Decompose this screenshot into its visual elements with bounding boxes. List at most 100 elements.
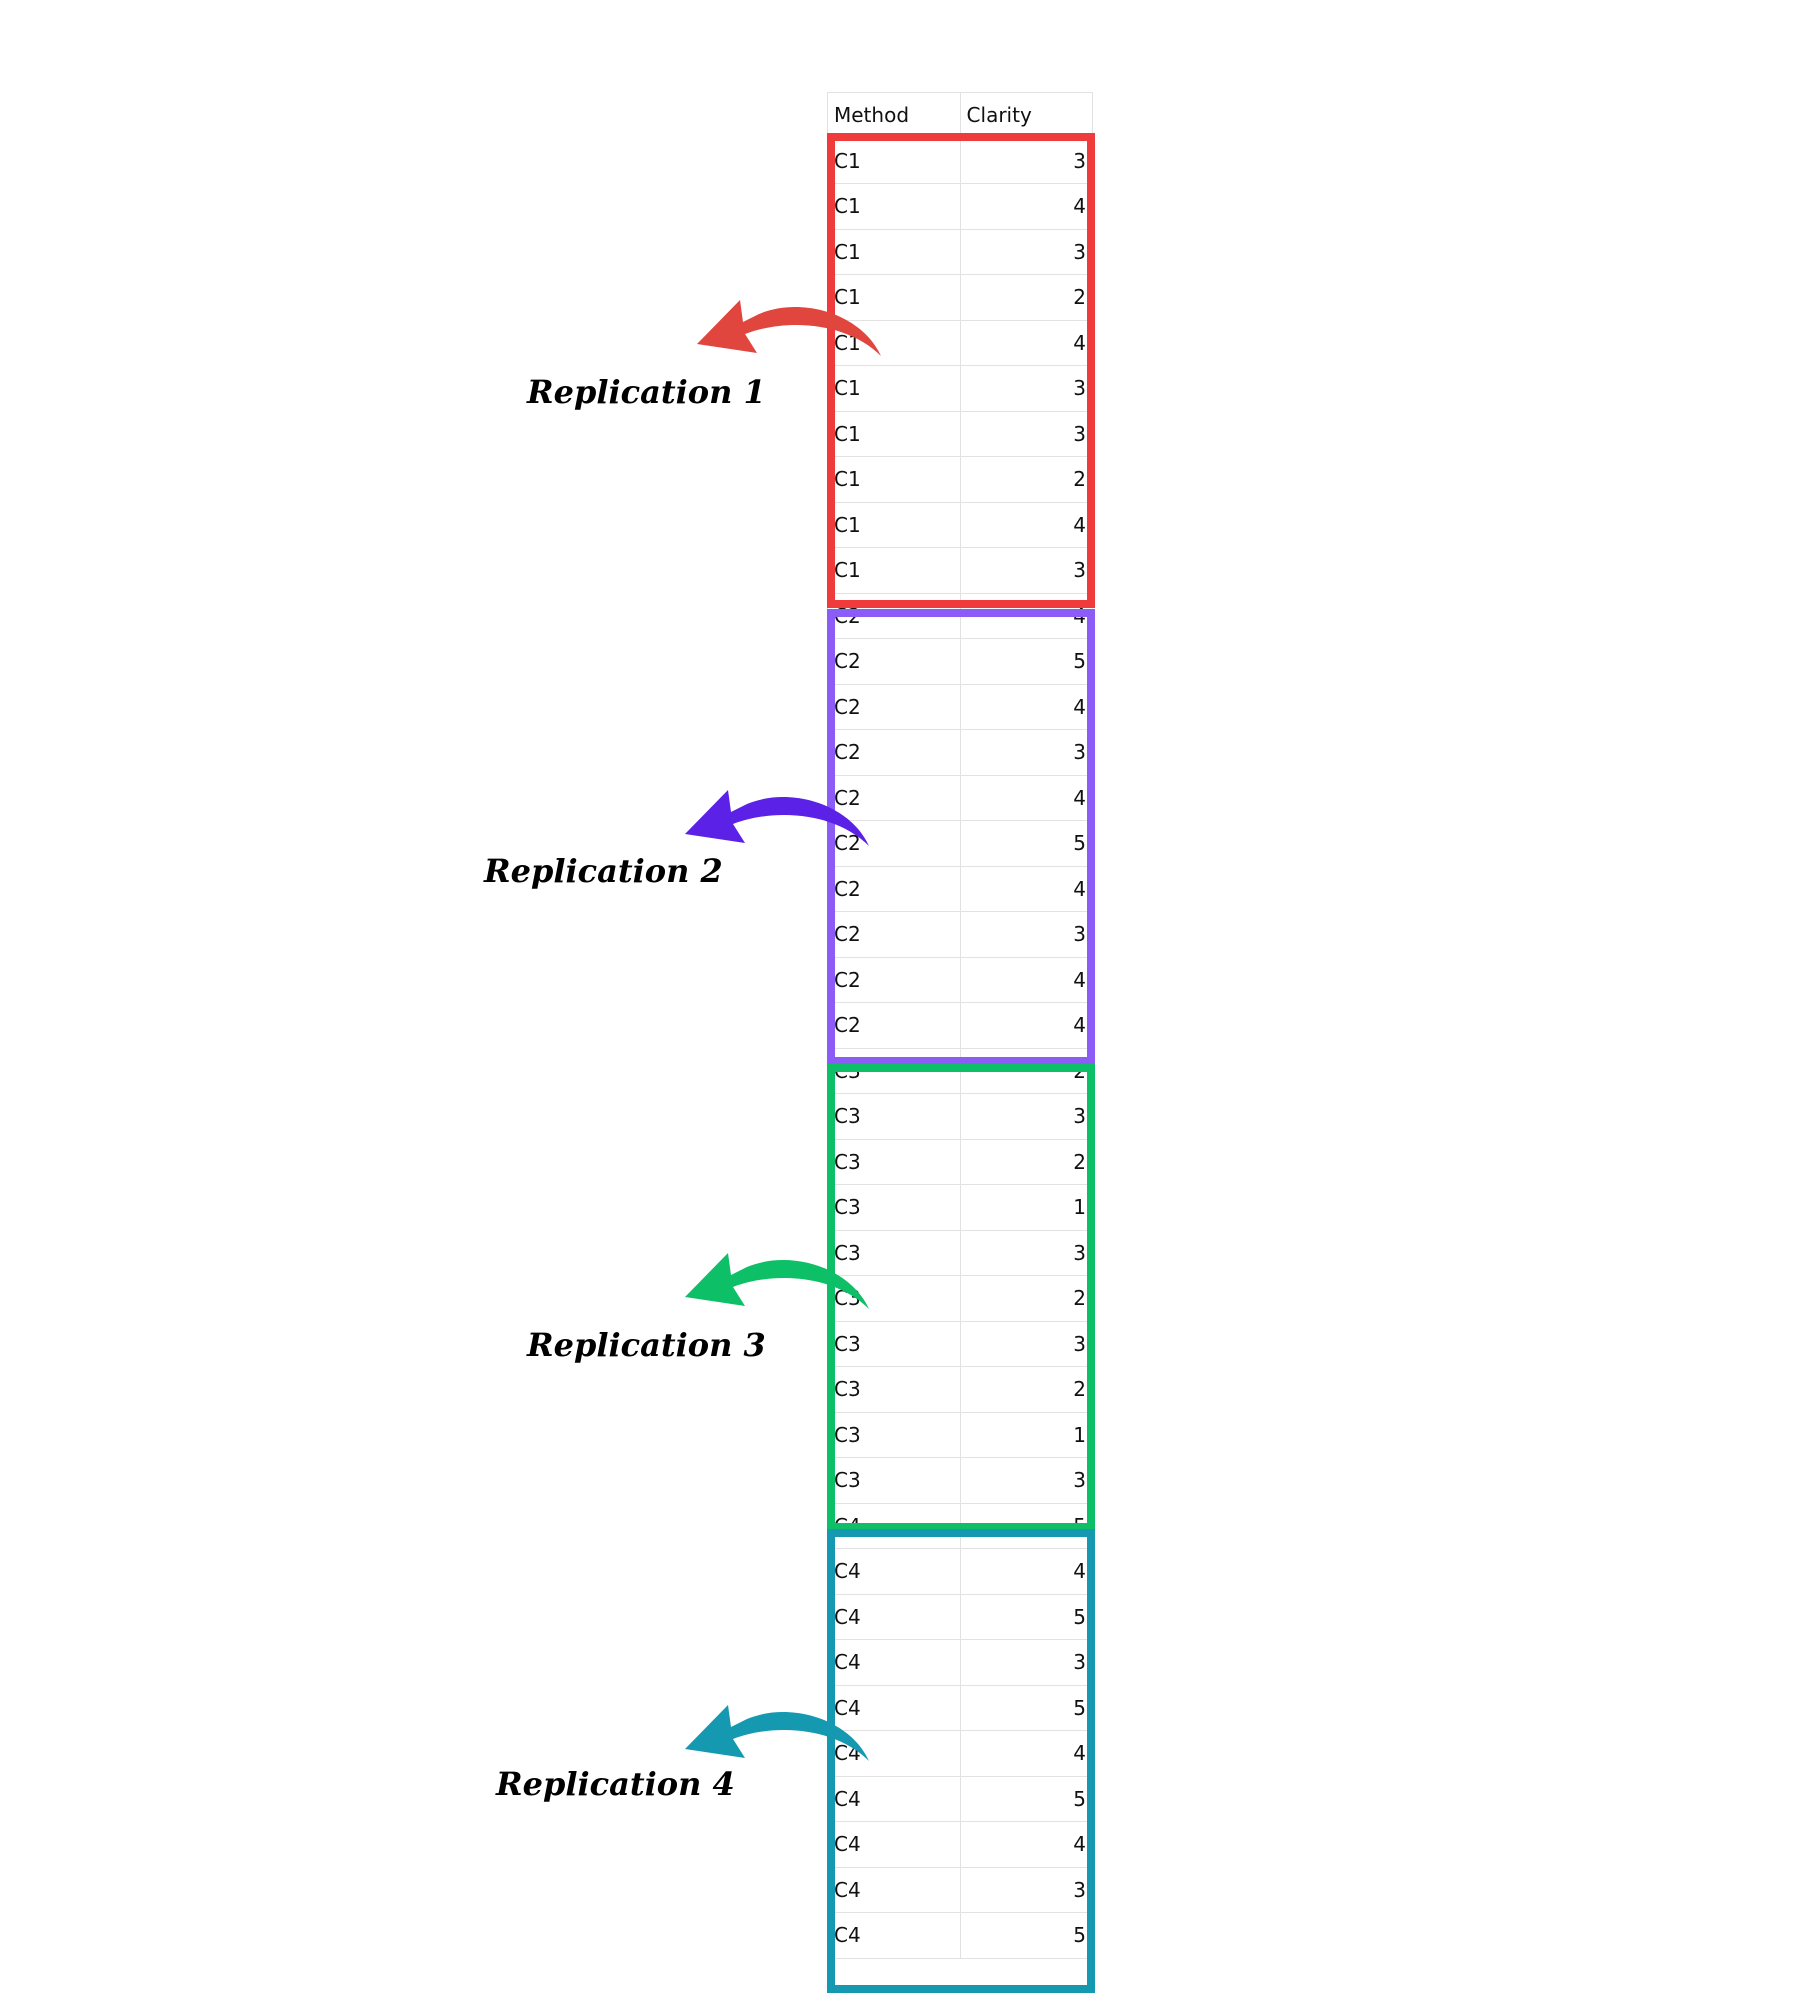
header-clarity: Clarity	[959, 92, 1094, 139]
table-row: C2 4	[827, 956, 1094, 1003]
clarity-cell: 5	[959, 820, 1094, 867]
clarity-cell: 4	[959, 501, 1094, 548]
method-cell: C2	[827, 683, 961, 730]
table-row: C3 3	[827, 1229, 1094, 1276]
clarity-cell: 2	[959, 1138, 1094, 1185]
method-cell: C4	[827, 1821, 961, 1868]
method-cell: C3	[827, 1411, 961, 1458]
clarity-cell: 1	[959, 1411, 1094, 1458]
table-row: C2 3	[827, 729, 1094, 776]
method-cell: C2	[827, 820, 961, 867]
header-method: Method	[827, 92, 961, 139]
clarity-cell: 2	[959, 1275, 1094, 1322]
method-cell: C4	[827, 1548, 961, 1595]
method-cell: C2	[827, 638, 961, 685]
clarity-cell: 4	[959, 774, 1094, 821]
table-row: C2 3	[827, 911, 1094, 958]
table-row: C2 4	[827, 592, 1094, 639]
method-cell: C1	[827, 183, 961, 230]
clarity-cell: 3	[959, 1866, 1094, 1913]
table-row: C4 5	[827, 1684, 1094, 1731]
table-row: C3 2	[827, 1275, 1094, 1322]
clarity-cell: 2	[959, 1047, 1094, 1094]
table-row: C3 1	[827, 1411, 1094, 1458]
method-cell: C1	[827, 228, 961, 275]
method-cell: C3	[827, 1457, 961, 1504]
clarity-cell: 4	[959, 1730, 1094, 1777]
method-cell: C1	[827, 274, 961, 321]
table-row: C2 4	[827, 774, 1094, 821]
clarity-cell: 3	[959, 410, 1094, 457]
table-row: C3 3	[827, 1093, 1094, 1140]
clarity-cell: 5	[959, 1502, 1094, 1549]
method-cell: C2	[827, 865, 961, 912]
clarity-cell: 2	[959, 456, 1094, 503]
replication-4-label: Replication 4	[495, 1765, 735, 1803]
clarity-cell: 1	[959, 1184, 1094, 1231]
method-cell: C3	[827, 1093, 961, 1140]
table-row: C4 4	[827, 1821, 1094, 1868]
clarity-cell: 3	[959, 1320, 1094, 1367]
method-cell: C1	[827, 410, 961, 457]
table-row: C1 4	[827, 319, 1094, 366]
clarity-cell: 3	[959, 1093, 1094, 1140]
method-cell: C3	[827, 1047, 961, 1094]
clarity-cell: 3	[959, 729, 1094, 776]
clarity-cell: 5	[959, 1684, 1094, 1731]
header-row: Method Clarity	[827, 92, 1094, 139]
table-row: C4 5	[827, 1502, 1094, 1549]
clarity-cell: 4	[959, 1821, 1094, 1868]
table-row: C2 5	[827, 820, 1094, 867]
table-row: C4 4	[827, 1730, 1094, 1777]
method-cell: C4	[827, 1593, 961, 1640]
clarity-cell: 3	[959, 137, 1094, 184]
replication-1-label: Replication 1	[526, 373, 766, 411]
method-cell: C4	[827, 1730, 961, 1777]
table-row: C1 2	[827, 274, 1094, 321]
method-cell: C2	[827, 592, 961, 639]
table-row: C4 4	[827, 1548, 1094, 1595]
table-row: C1 4	[827, 183, 1094, 230]
method-cell: C3	[827, 1138, 961, 1185]
method-cell: C2	[827, 1002, 961, 1049]
clarity-cell: 5	[959, 1912, 1094, 1959]
method-cell: C4	[827, 1639, 961, 1686]
table-row: C1 3	[827, 547, 1094, 594]
method-cell: C2	[827, 774, 961, 821]
method-cell: C3	[827, 1320, 961, 1367]
table-row: C3 2	[827, 1138, 1094, 1185]
method-cell: C3	[827, 1229, 961, 1276]
method-cell: C4	[827, 1775, 961, 1822]
data-table: Method Clarity C1 3 C1 4 C1 3 C1 2 C1 4 C1 3 C1 3 C1 2 C…	[827, 92, 1094, 1959]
replication-3-label: Replication 3	[526, 1326, 766, 1364]
table-row: C1 4	[827, 501, 1094, 548]
clarity-cell: 4	[959, 1002, 1094, 1049]
clarity-cell: 5	[959, 1775, 1094, 1822]
clarity-cell: 4	[959, 592, 1094, 639]
method-cell: C1	[827, 547, 961, 594]
table-row: C1 3	[827, 228, 1094, 275]
method-cell: C1	[827, 501, 961, 548]
clarity-cell: 3	[959, 547, 1094, 594]
clarity-cell: 4	[959, 956, 1094, 1003]
clarity-cell: 3	[959, 365, 1094, 412]
table-row: C4 3	[827, 1639, 1094, 1686]
table-row: C4 3	[827, 1866, 1094, 1913]
table-row: C1 3	[827, 137, 1094, 184]
table-row: C2 4	[827, 865, 1094, 912]
method-cell: C1	[827, 319, 961, 366]
table-row: C4 5	[827, 1775, 1094, 1822]
method-cell: C3	[827, 1366, 961, 1413]
table-row: C1 2	[827, 456, 1094, 503]
method-cell: C4	[827, 1866, 961, 1913]
table-row: C3 3	[827, 1457, 1094, 1504]
method-cell: C1	[827, 365, 961, 412]
clarity-cell: 5	[959, 638, 1094, 685]
clarity-cell: 3	[959, 1639, 1094, 1686]
clarity-cell: 4	[959, 683, 1094, 730]
clarity-cell: 3	[959, 1457, 1094, 1504]
clarity-cell: 4	[959, 1548, 1094, 1595]
method-cell: C3	[827, 1184, 961, 1231]
method-cell: C2	[827, 956, 961, 1003]
